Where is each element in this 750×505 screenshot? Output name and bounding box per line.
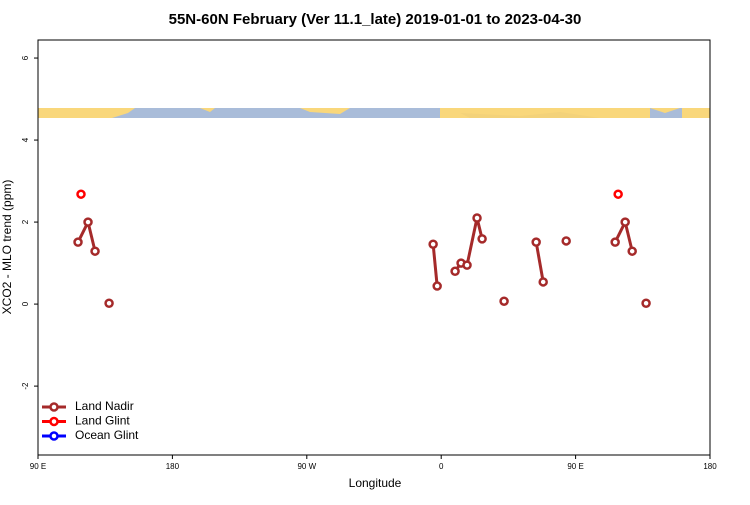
x-tick-label: 90 E xyxy=(567,462,583,471)
point xyxy=(90,246,100,256)
point xyxy=(627,246,637,256)
y-tick-label: 2 xyxy=(21,219,30,224)
point xyxy=(472,213,482,223)
point xyxy=(561,236,571,246)
series-line xyxy=(78,218,646,303)
map-band xyxy=(38,108,710,118)
point xyxy=(83,217,93,227)
point xyxy=(499,296,509,306)
y-tick-label: 0 xyxy=(21,301,30,306)
x-tick-label: 0 xyxy=(439,462,444,471)
x-axis-label: Longitude xyxy=(349,476,402,490)
point xyxy=(538,277,548,287)
x-tick-label: 90 W xyxy=(297,462,316,471)
point xyxy=(610,237,620,247)
legend-marker xyxy=(49,416,59,427)
plot-frame xyxy=(37,39,711,456)
point xyxy=(76,189,86,199)
point xyxy=(428,239,438,249)
x-tick-label: 180 xyxy=(703,462,717,471)
legend-label: Ocean Glint xyxy=(75,428,139,442)
y-tick-label: 6 xyxy=(21,55,30,60)
legend-label: Land Glint xyxy=(75,414,130,428)
chart-title: 55N-60N February (Ver 11.1_late) 2019-01… xyxy=(169,11,582,28)
legend-marker xyxy=(49,402,59,412)
point xyxy=(641,298,651,309)
point xyxy=(450,266,460,277)
point xyxy=(477,234,487,244)
point xyxy=(73,237,83,247)
y-axis-label: XCO2 - MLO trend (ppm) xyxy=(0,180,14,315)
x-tick-label: 90 E xyxy=(30,462,46,471)
y-tick-label: -2 xyxy=(21,382,30,390)
point xyxy=(620,217,630,227)
point xyxy=(432,281,442,291)
point xyxy=(531,237,541,247)
point xyxy=(462,260,472,270)
legend-marker xyxy=(49,431,59,441)
point xyxy=(104,298,114,309)
point xyxy=(613,189,623,199)
legend-label: Land Nadir xyxy=(75,399,134,413)
y-tick-label: 4 xyxy=(21,137,30,142)
x-tick-label: 180 xyxy=(166,462,180,471)
